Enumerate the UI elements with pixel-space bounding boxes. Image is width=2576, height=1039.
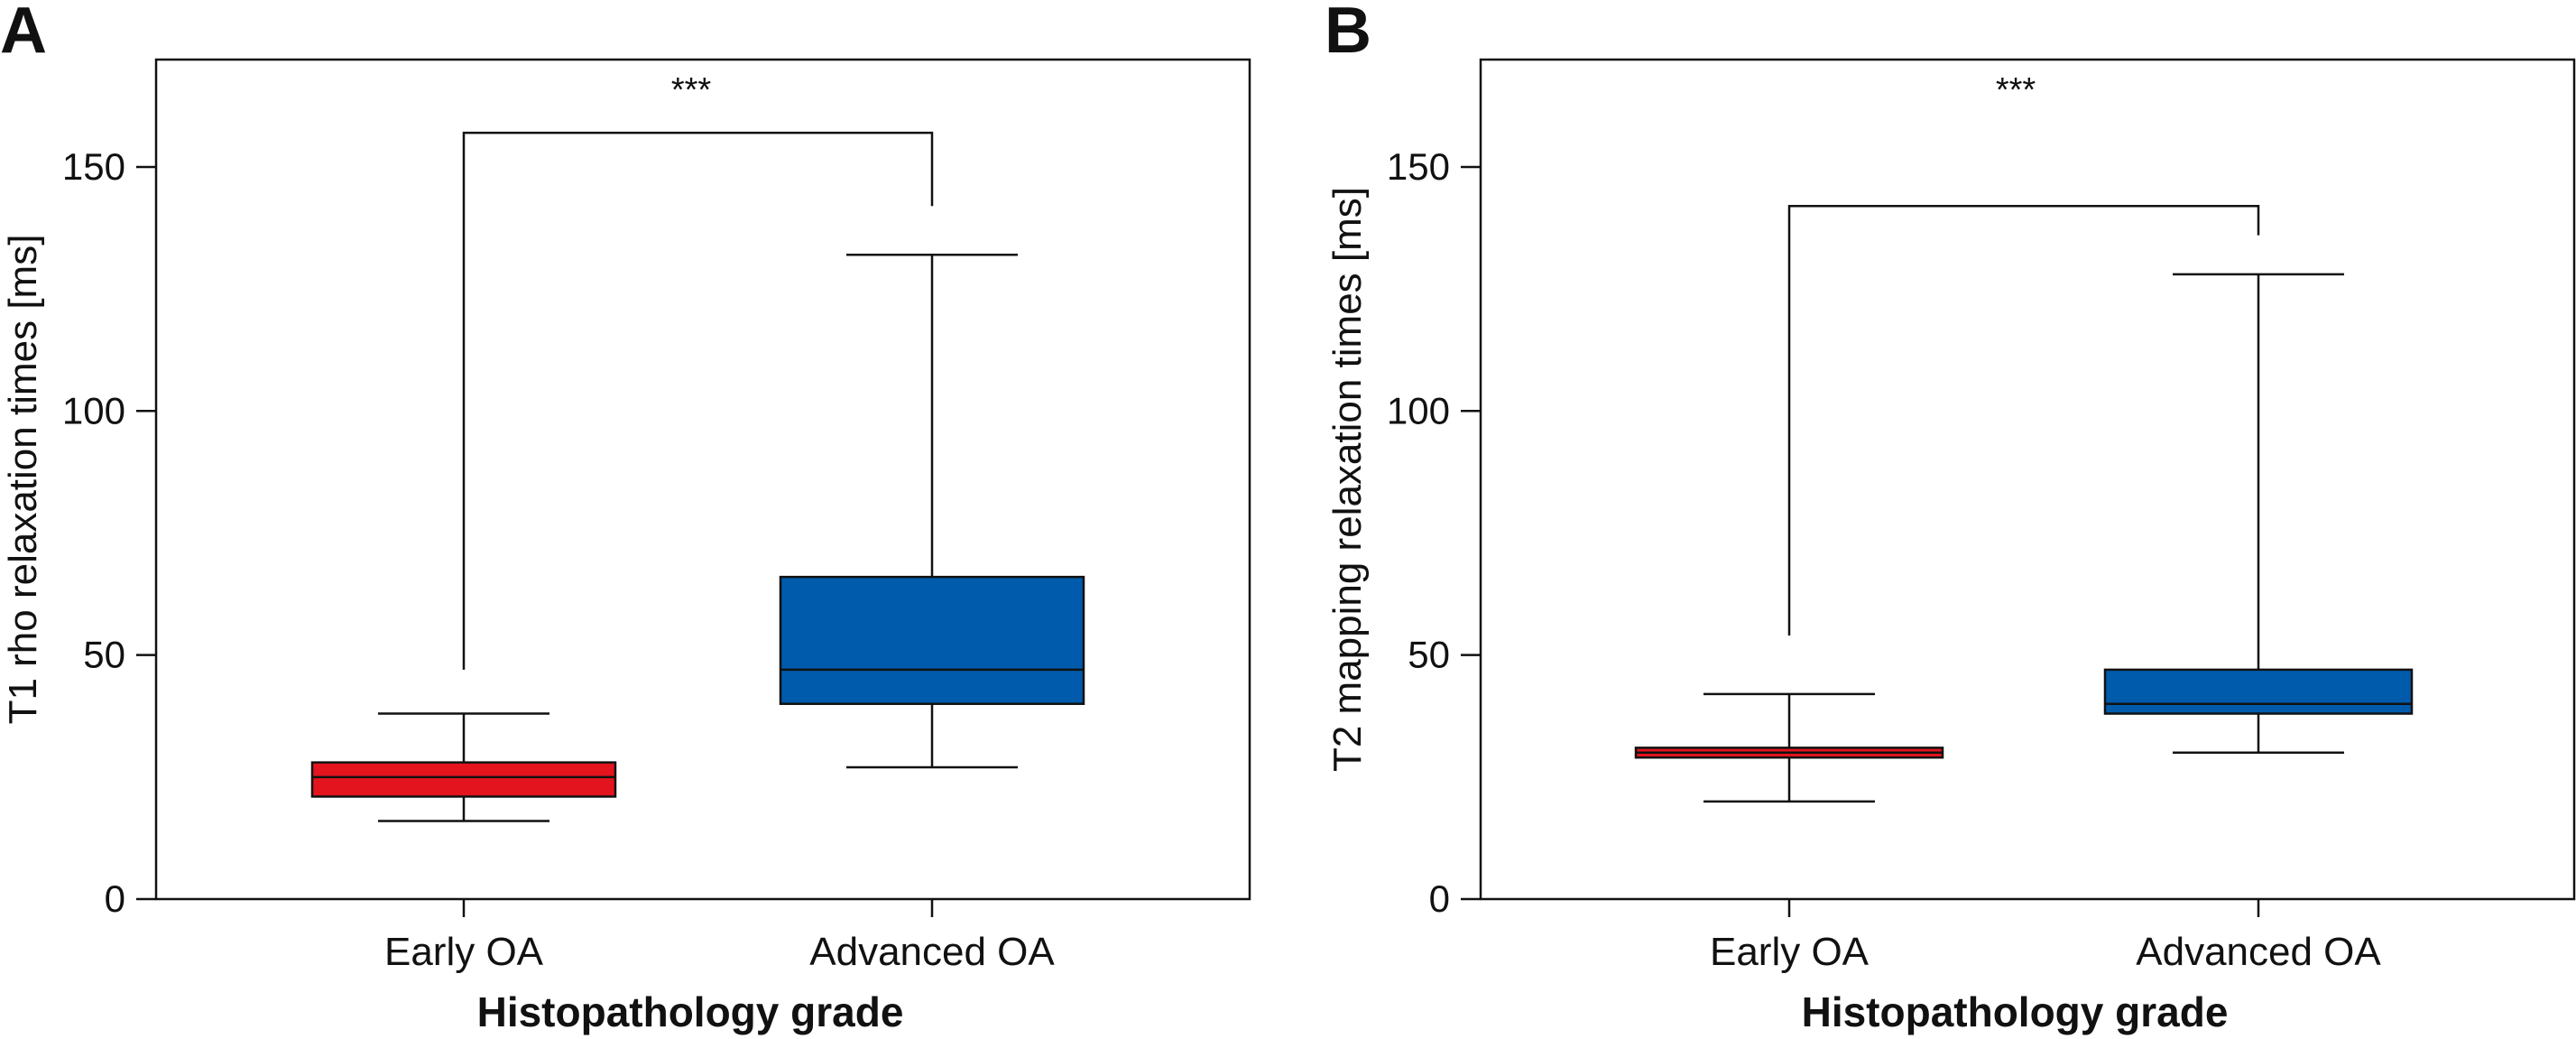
significance-label: *** xyxy=(1996,71,2036,109)
box-early-oa xyxy=(310,712,617,822)
box-advanced-oa xyxy=(2103,273,2414,755)
y-tick-label: 0 xyxy=(1429,877,1450,920)
x-axis-title: Histopathology grade xyxy=(1802,988,2229,1035)
y-tick-label: 150 xyxy=(62,145,125,188)
y-tick-label: 100 xyxy=(62,389,125,431)
plot-frame xyxy=(154,58,1251,901)
y-tick-label: 50 xyxy=(83,634,125,676)
plot-frame xyxy=(1479,58,2576,901)
y-tick-label: 0 xyxy=(105,877,125,920)
x-category-label: Early OA xyxy=(1710,930,1870,974)
x-axis-title: Histopathology grade xyxy=(477,988,904,1035)
y-tick-label: 100 xyxy=(1387,389,1450,431)
box-advanced-oa xyxy=(779,254,1085,769)
panel-letter: A xyxy=(0,0,47,67)
significance-label: *** xyxy=(671,71,712,109)
iqr-box xyxy=(779,575,1085,705)
significance-bracket xyxy=(462,131,934,670)
iqr-box xyxy=(310,761,617,798)
panel-b: B 0 50 100 150 T2 mapping relaxation times [m… xyxy=(1325,0,2576,1035)
iqr-box xyxy=(2103,668,2414,715)
x-category-label: Advanced OA xyxy=(809,930,1055,974)
y-tick-label: 150 xyxy=(1387,145,1450,188)
box-early-oa xyxy=(1634,692,1944,803)
x-category-label: Advanced OA xyxy=(2136,930,2381,974)
panel-a: A 0 50 100 150 T1 rho relaxation times [ms] Ea… xyxy=(0,0,1251,1035)
y-axis-title: T2 mapping relaxation times [ms] xyxy=(1325,187,1370,772)
panel-letter: B xyxy=(1325,0,1371,67)
y-tick-label: 50 xyxy=(1408,634,1450,676)
x-category-label: Early OA xyxy=(384,930,544,974)
significance-bracket xyxy=(1787,204,2260,636)
y-axis-title: T1 rho relaxation times [ms] xyxy=(1,235,45,725)
